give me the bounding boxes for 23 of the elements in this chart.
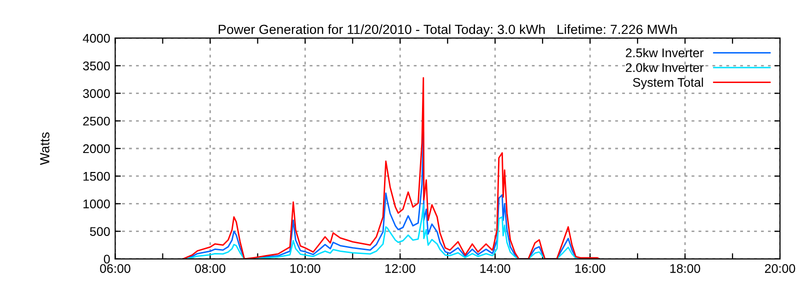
- x-tick-label: 16:00: [575, 264, 606, 273]
- y-tick-label: 1000: [83, 200, 110, 208]
- legend-label: 2.5kw Inverter: [626, 48, 704, 58]
- legend-label: 2.0kw Inverter: [626, 62, 704, 72]
- y-tick-label: 0: [104, 254, 110, 264]
- y-tick-label: 2000: [83, 144, 110, 154]
- y-tick-label: 500: [90, 227, 110, 236]
- legend-label: System Total: [632, 78, 703, 90]
- x-tick-label: 08:00: [195, 264, 226, 273]
- x-tick-label: 10:00: [290, 264, 320, 273]
- y-tick-label: 1500: [83, 172, 110, 181]
- x-tick-label: 20:00: [764, 264, 796, 273]
- line-series: [182, 77, 600, 259]
- y-tick-label: 2500: [83, 116, 110, 126]
- x-tick-label: 06:00: [100, 264, 130, 273]
- y-axis-title: Watts: [40, 132, 50, 166]
- chart-title: Power Generation for 11/20/2010 - Total Today: 3.0 kWh Lifetime: 7.226 MWh: [218, 24, 677, 37]
- y-tick-label: 3000: [83, 89, 110, 98]
- x-tick-label: 18:00: [670, 264, 700, 273]
- y-tick-label: 3500: [83, 62, 110, 70]
- x-tick-label: 14:00: [480, 264, 510, 273]
- x-tick-label: 12:00: [385, 264, 416, 273]
- y-tick-label: 4000: [82, 34, 110, 43]
